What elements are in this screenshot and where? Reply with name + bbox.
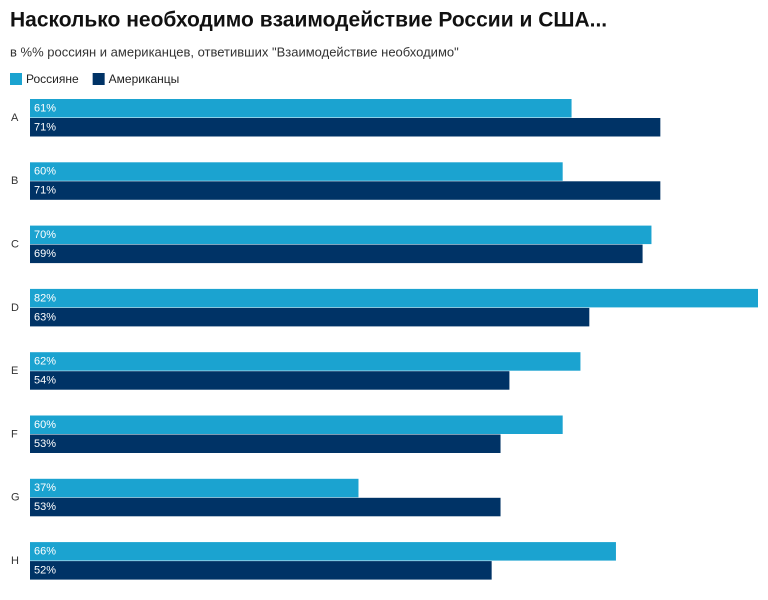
bar [30,352,581,371]
data-label: 71% [34,185,56,197]
data-label: 82% [34,292,56,304]
bar [30,371,510,390]
bar [30,561,492,580]
legend-swatch [92,73,105,85]
y-tick-label: G [11,492,20,504]
data-label: 60% [34,166,56,178]
data-label: 61% [34,102,56,114]
legend-label: Россияне [26,72,79,86]
data-label: 60% [34,419,56,431]
bar [30,434,501,453]
bar [30,478,359,498]
bar [30,181,661,200]
bar [30,244,643,264]
bar [30,288,758,308]
data-label: 62% [34,356,56,368]
data-label: 53% [34,501,56,513]
y-tick-label: A [11,112,19,124]
y-tick-label: D [11,302,19,314]
y-tick-label: E [11,365,18,377]
bar [30,307,590,327]
bar [30,497,501,517]
data-label: 53% [34,438,56,450]
bar [30,542,616,561]
bar [30,162,563,181]
chart-subtitle: в %% россиян и американцев, ответивших "… [10,44,459,59]
y-tick-label: B [11,175,18,187]
y-tick-label: H [11,555,19,567]
data-label: 69% [34,248,56,260]
y-tick-label: F [11,428,18,440]
legend-label: Американцы [109,72,180,86]
data-label: 52% [34,565,56,577]
chart-title: Насколько необходимо взаимодействие Росс… [10,9,607,32]
data-label: 70% [34,229,56,241]
data-label: 66% [34,546,56,558]
data-label: 71% [34,121,56,133]
data-label: 63% [34,311,56,323]
data-label: 37% [34,482,56,494]
bar [30,99,572,118]
legend-swatch [10,73,22,85]
bar [30,415,563,434]
bar [30,118,661,137]
data-label: 54% [34,375,56,387]
bar [30,225,652,245]
y-tick-label: C [11,239,19,251]
